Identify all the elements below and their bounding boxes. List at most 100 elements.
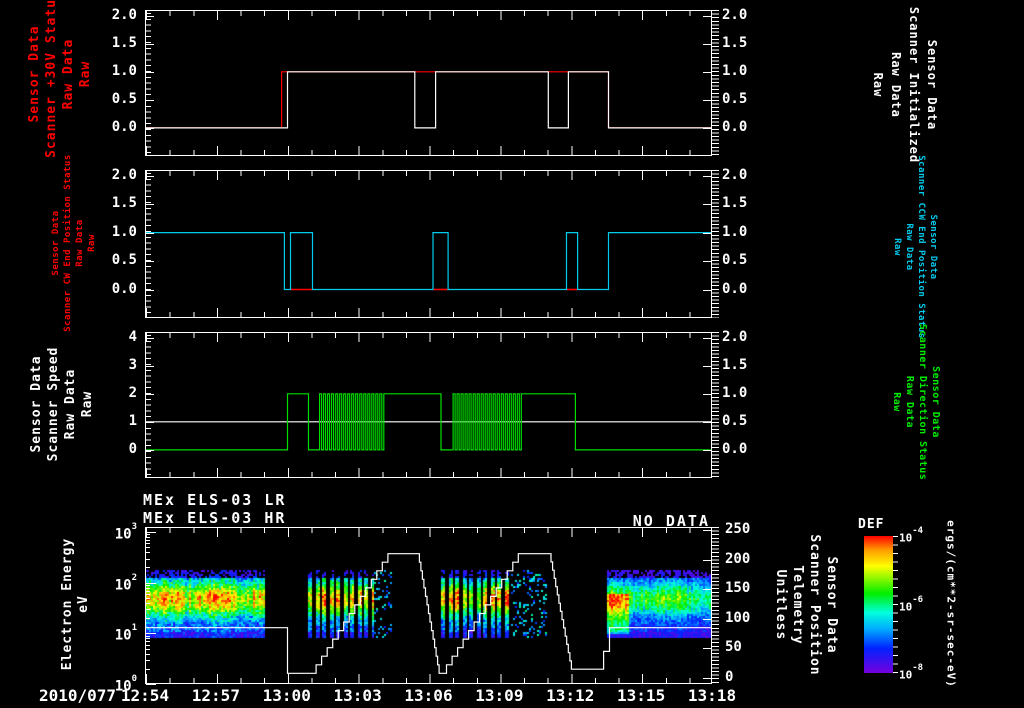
label-line: Sensor Data bbox=[27, 25, 42, 123]
data-trace bbox=[146, 231, 711, 291]
trace-svg bbox=[146, 553, 711, 674]
axis-tick-label: 1.5 bbox=[722, 195, 748, 212]
label-line: Raw bbox=[78, 60, 93, 88]
data-trace bbox=[146, 553, 711, 674]
axis-tick-label: 2 bbox=[128, 384, 137, 401]
left-minor-ticks bbox=[146, 13, 151, 153]
right-minor-ticks bbox=[712, 10, 719, 156]
right-minor-ticks bbox=[712, 332, 719, 478]
axis-tick-label: 2.0 bbox=[111, 166, 137, 183]
axis-tick-label: 50 bbox=[725, 639, 742, 656]
colorbar-gradient bbox=[864, 536, 893, 673]
axis-tick-label: 102 bbox=[114, 572, 137, 594]
axis-tick-label: 0.5 bbox=[111, 90, 137, 107]
axis-tick-label: 1.0 bbox=[722, 223, 748, 240]
x-axis-time-label: 13:03 bbox=[333, 686, 382, 705]
axis-tick-label: 0.5 bbox=[722, 252, 748, 269]
axis-tick-label: 103 bbox=[114, 522, 137, 543]
axis-tick-label: 200 bbox=[725, 550, 751, 567]
axis-tick-label: 0.5 bbox=[722, 90, 748, 107]
axis-tick-label: 0 bbox=[725, 669, 734, 686]
x-axis-time-label: 13:18 bbox=[687, 686, 737, 705]
axis-tick-label: 2.0 bbox=[722, 328, 748, 345]
axis-tick-label: 0.0 bbox=[722, 280, 748, 297]
panel-electron-spectrogram bbox=[145, 527, 719, 684]
axis-tick-label: 1 bbox=[128, 412, 137, 429]
colorbar-tick-label: 10-6 bbox=[899, 594, 924, 614]
label-line: Raw Data bbox=[904, 375, 915, 429]
x-axis-date-label: 2010/077 bbox=[38, 686, 116, 705]
axis-tick-label: 0.5 bbox=[111, 252, 137, 269]
x-axis-time-label: 12:54 bbox=[120, 686, 170, 705]
left-minor-ticks bbox=[146, 335, 151, 475]
label-line: Unitless bbox=[773, 569, 788, 641]
trace-svg bbox=[146, 393, 711, 451]
x-axis-time-label: 13:00 bbox=[262, 686, 311, 705]
log-decade-tick bbox=[146, 684, 156, 686]
trace-svg bbox=[146, 231, 711, 291]
x-axis-time-label: 13:06 bbox=[404, 686, 453, 705]
spectrogram-title-lr: MEx ELS-03 LR bbox=[143, 491, 287, 509]
axis-tick-label: 1.0 bbox=[111, 223, 137, 240]
axis-tick-label: 1.5 bbox=[111, 195, 137, 212]
axis-tick-label: 250 bbox=[725, 520, 751, 537]
label-line: Scanner CW End Position Status bbox=[63, 154, 73, 332]
axis-tick-label: 1.5 bbox=[111, 34, 137, 51]
axis-tick-label: 0.0 bbox=[111, 280, 137, 297]
label-line: Raw Data bbox=[63, 368, 78, 440]
data-trace bbox=[146, 71, 711, 129]
axis-tick-label: 150 bbox=[725, 580, 751, 597]
label-line: Scanner Speed bbox=[46, 346, 61, 462]
axis-tick-label: 1.0 bbox=[111, 62, 137, 79]
label-line: Sensor Data bbox=[51, 210, 61, 276]
panel1-right-axis-title: Sensor Data Scanner Initialized Raw Data… bbox=[869, 7, 941, 163]
axis-tick-label: 1.5 bbox=[722, 356, 748, 373]
panel-scanner-power-status bbox=[145, 10, 719, 156]
label-line: Sensor Data bbox=[29, 355, 44, 453]
x-axis-time-label: 13:15 bbox=[617, 686, 666, 705]
right-minor-ticks bbox=[712, 527, 719, 684]
panel1-left-axis-title: Sensor Data Scanner +30V Status Raw Data… bbox=[26, 0, 94, 158]
label-line: Scanner Position bbox=[807, 534, 822, 676]
panel-scanner-end-position bbox=[145, 170, 719, 318]
right-minor-ticks bbox=[712, 170, 719, 318]
colorbar-tick-label: 10-4 bbox=[899, 526, 924, 545]
axis-tick-label: 0.5 bbox=[722, 412, 748, 429]
label-line: Raw Data bbox=[889, 52, 903, 118]
colorbar-title: DEF bbox=[858, 517, 885, 532]
colorbar-tick-label: 10-8 bbox=[899, 663, 924, 682]
label-line: Raw bbox=[871, 72, 885, 98]
label-line: Scanner Initialized bbox=[907, 6, 921, 164]
axis-tick-label: 4 bbox=[128, 328, 137, 345]
label-line: Sensor Data bbox=[930, 366, 941, 438]
panel4-right-axis-title: Sensor Data Scanner Position Telemetry U… bbox=[772, 534, 840, 675]
x-axis-time-label: 13:09 bbox=[475, 686, 524, 705]
panel-scanner-speed-direction bbox=[145, 332, 719, 478]
axis-tick-label: 1.5 bbox=[722, 34, 748, 51]
label-line: Sensor Data bbox=[925, 39, 939, 131]
spectrogram-title-hr: MEx ELS-03 HR bbox=[143, 509, 287, 527]
trace-svg bbox=[146, 71, 711, 129]
label-line: Raw bbox=[891, 392, 902, 412]
no-data-label: NO DATA bbox=[632, 512, 710, 530]
label-line: Sensor Data bbox=[824, 556, 839, 654]
axis-tick-label: 1.0 bbox=[722, 62, 748, 79]
left-minor-ticks bbox=[146, 173, 151, 315]
label-line: Scanner CCW End Position Status bbox=[916, 155, 926, 339]
axis-tick-label: 2.0 bbox=[722, 6, 748, 23]
label-line: Sensor Data bbox=[928, 214, 938, 280]
label-line: Raw Data bbox=[904, 223, 914, 271]
label-line: Electron Energy bbox=[60, 537, 75, 671]
label-line: Raw bbox=[892, 238, 902, 256]
data-trace bbox=[146, 71, 711, 129]
axis-tick-label: 0.0 bbox=[111, 118, 137, 135]
label-line: Raw Data bbox=[61, 38, 76, 110]
label-line: eV bbox=[76, 595, 91, 613]
panel3-right-axis-title: Sensor Data Scanner Direction Status Raw… bbox=[890, 324, 942, 481]
axis-tick-label: 100 bbox=[725, 609, 751, 626]
axis-tick-label: 101 bbox=[114, 623, 137, 645]
panel4-left-axis-title: Electron Energy eV bbox=[60, 538, 92, 670]
axis-tick-label: 2.0 bbox=[722, 166, 748, 183]
axis-tick-label: 2.0 bbox=[111, 6, 137, 23]
